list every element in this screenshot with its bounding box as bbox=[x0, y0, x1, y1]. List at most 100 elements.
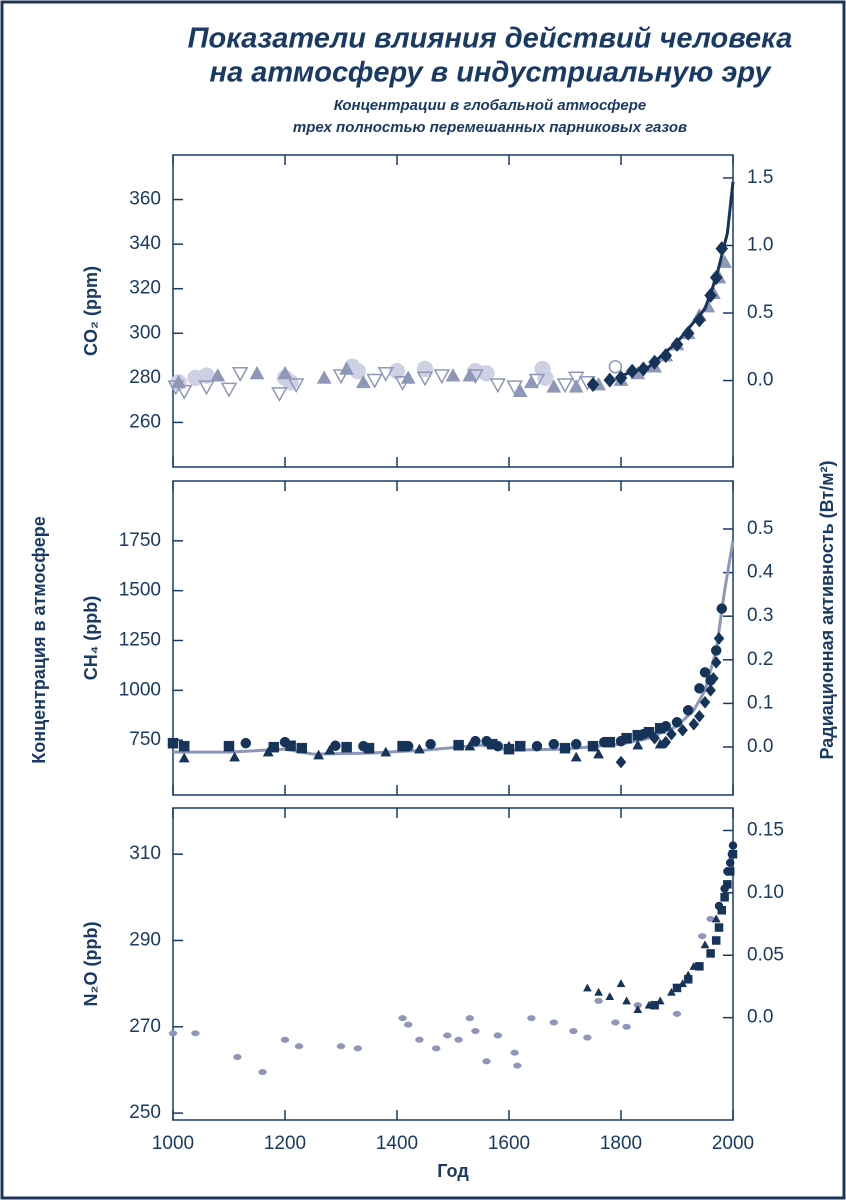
x-tick-label: 1800 bbox=[600, 1133, 642, 1154]
point bbox=[727, 849, 737, 859]
point bbox=[672, 983, 682, 993]
point bbox=[465, 1015, 475, 1022]
y2-axis-title: Радиационная активность (Вт/м²) bbox=[817, 460, 837, 759]
point bbox=[556, 378, 574, 394]
y-tick-label: 1250 bbox=[119, 630, 161, 651]
point bbox=[688, 717, 700, 731]
y-axis-title: CH₄ (ppb) bbox=[81, 596, 101, 681]
y2-tick-label: 1.5 bbox=[747, 167, 773, 188]
y2-tick-label: 0.5 bbox=[747, 302, 773, 323]
plot-frame bbox=[172, 807, 734, 1121]
point bbox=[503, 740, 515, 751]
point bbox=[569, 1028, 578, 1035]
point bbox=[583, 1034, 592, 1041]
y-tick-label: 250 bbox=[129, 1102, 161, 1123]
point bbox=[316, 370, 332, 384]
point bbox=[400, 370, 416, 384]
point bbox=[355, 374, 371, 389]
point bbox=[723, 867, 732, 876]
point bbox=[377, 367, 395, 382]
point bbox=[549, 1019, 559, 1026]
point bbox=[654, 722, 666, 734]
point bbox=[621, 732, 632, 744]
y-tick-label: 320 bbox=[129, 278, 161, 299]
point bbox=[694, 683, 705, 694]
point bbox=[720, 893, 729, 902]
y-axis-title: N₂O (ppb) bbox=[81, 922, 101, 1007]
point bbox=[336, 1043, 346, 1050]
point bbox=[622, 1023, 631, 1030]
point bbox=[398, 1015, 407, 1022]
line bbox=[620, 181, 735, 378]
x-tick-label: 2000 bbox=[712, 1133, 754, 1154]
subtitle-line: трех полностью перемешанных парниковых г… bbox=[293, 119, 687, 136]
point bbox=[694, 709, 705, 723]
point bbox=[445, 368, 461, 382]
point bbox=[710, 645, 722, 656]
point bbox=[280, 1036, 290, 1043]
y-axis-title: CO₂ (ppm) bbox=[81, 266, 101, 356]
point bbox=[415, 1036, 424, 1043]
point bbox=[258, 1069, 267, 1076]
point bbox=[593, 748, 605, 759]
y2-tick-label: 0.0 bbox=[747, 370, 773, 391]
y-tick-label: 260 bbox=[129, 411, 161, 432]
point bbox=[513, 1062, 522, 1069]
point bbox=[699, 695, 711, 709]
point bbox=[471, 1028, 480, 1035]
point bbox=[633, 1005, 643, 1013]
y-tick-label: 270 bbox=[129, 1016, 161, 1037]
point bbox=[416, 371, 434, 387]
point bbox=[220, 382, 238, 398]
y2-tick-label: 0.0 bbox=[747, 736, 773, 757]
point bbox=[397, 740, 408, 752]
point bbox=[548, 738, 560, 750]
point bbox=[523, 374, 539, 389]
point bbox=[713, 632, 725, 645]
point bbox=[453, 739, 464, 751]
point bbox=[570, 738, 582, 750]
y2-tick-label: 0.4 bbox=[747, 562, 774, 583]
y-tick-label: 300 bbox=[129, 322, 161, 343]
point bbox=[178, 752, 190, 763]
point bbox=[171, 374, 187, 389]
point bbox=[683, 975, 693, 984]
y-axis-title: Концентрация в атмосфере bbox=[29, 516, 49, 764]
point bbox=[339, 361, 355, 375]
point bbox=[568, 379, 584, 393]
point bbox=[605, 992, 615, 1001]
point bbox=[425, 738, 436, 750]
point bbox=[191, 1030, 200, 1037]
point bbox=[271, 387, 288, 403]
point bbox=[710, 656, 722, 669]
point bbox=[649, 731, 660, 745]
y-tick-label: 340 bbox=[129, 233, 161, 254]
point bbox=[240, 737, 252, 749]
point bbox=[697, 933, 707, 940]
point bbox=[714, 923, 724, 932]
point bbox=[482, 1058, 491, 1065]
point bbox=[454, 1036, 463, 1043]
point bbox=[313, 749, 325, 760]
y-tick-label: 280 bbox=[129, 367, 161, 388]
point bbox=[249, 365, 265, 380]
point bbox=[699, 667, 711, 678]
point bbox=[714, 901, 724, 911]
point bbox=[210, 368, 226, 382]
point bbox=[725, 858, 735, 868]
point bbox=[677, 723, 688, 737]
y2-tick-label: 0.15 bbox=[747, 819, 784, 840]
point bbox=[659, 347, 673, 364]
plot-frame bbox=[172, 480, 734, 796]
point bbox=[672, 1010, 682, 1017]
point bbox=[611, 1019, 620, 1026]
point bbox=[512, 383, 528, 398]
point bbox=[594, 997, 603, 1004]
y-tick-label: 1000 bbox=[119, 679, 161, 700]
point bbox=[514, 740, 526, 752]
point bbox=[559, 742, 571, 754]
point bbox=[262, 746, 274, 757]
y-tick-label: 750 bbox=[129, 729, 161, 750]
